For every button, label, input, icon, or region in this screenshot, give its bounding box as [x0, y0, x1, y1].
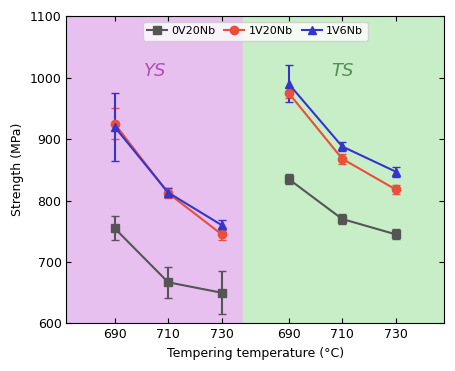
Bar	[66, 16, 243, 324]
Text: YS: YS	[144, 62, 166, 81]
Text: TS: TS	[331, 62, 354, 81]
Legend: 0V20Nb, 1V20Nb, 1V6Nb: 0V20Nb, 1V20Nb, 1V6Nb	[142, 22, 368, 40]
X-axis label: Tempering temperature (°C): Tempering temperature (°C)	[167, 347, 344, 360]
Bar	[243, 16, 444, 324]
Y-axis label: Strength (MPa): Strength (MPa)	[11, 123, 24, 217]
